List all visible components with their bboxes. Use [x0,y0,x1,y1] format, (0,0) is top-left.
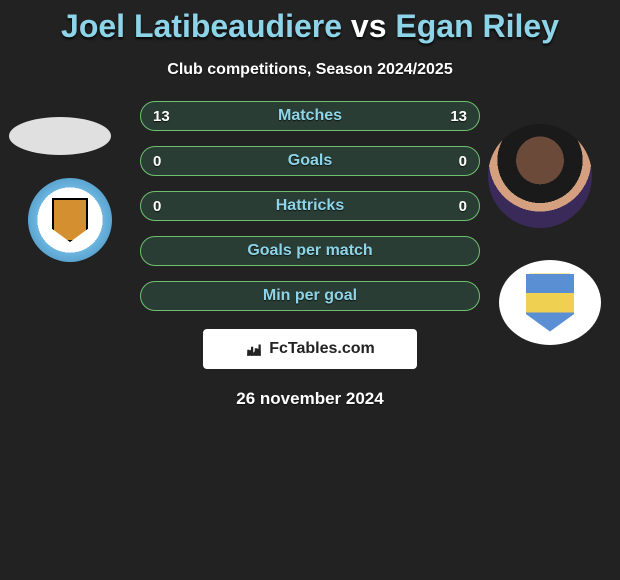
stat-row-gpm: Goals per match [140,236,480,266]
vs-text: vs [351,8,387,44]
subtitle: Club competitions, Season 2024/2025 [0,61,620,79]
stat-label: Hattricks [276,197,344,215]
comparison-title: Joel Latibeaudiere vs Egan Riley [0,0,620,45]
stat-right: 13 [450,108,467,125]
player1-club-crest [28,178,112,262]
stat-label: Matches [278,107,342,125]
chart-icon [245,340,263,358]
stat-left: 13 [153,108,170,125]
stat-row-hattricks: 0 Hattricks 0 [140,191,480,221]
stat-left: 0 [153,153,161,170]
stat-row-goals: 0 Goals 0 [140,146,480,176]
stat-label: Goals [288,152,332,170]
player2-name: Egan Riley [395,8,559,44]
player1-name: Joel Latibeaudiere [61,8,342,44]
comparison-date: 26 november 2024 [0,389,620,409]
player2-avatar [488,124,592,228]
stat-label: Goals per match [247,242,372,260]
stat-row-mpg: Min per goal [140,281,480,311]
player1-avatar [9,117,111,155]
branding-text: FcTables.com [269,340,375,358]
stat-label: Min per goal [263,287,357,305]
stat-row-matches: 13 Matches 13 [140,101,480,131]
stat-left: 0 [153,198,161,215]
stat-right: 0 [459,198,467,215]
player2-club-crest [499,260,601,345]
stat-right: 0 [459,153,467,170]
branding-badge: FcTables.com [203,329,417,369]
